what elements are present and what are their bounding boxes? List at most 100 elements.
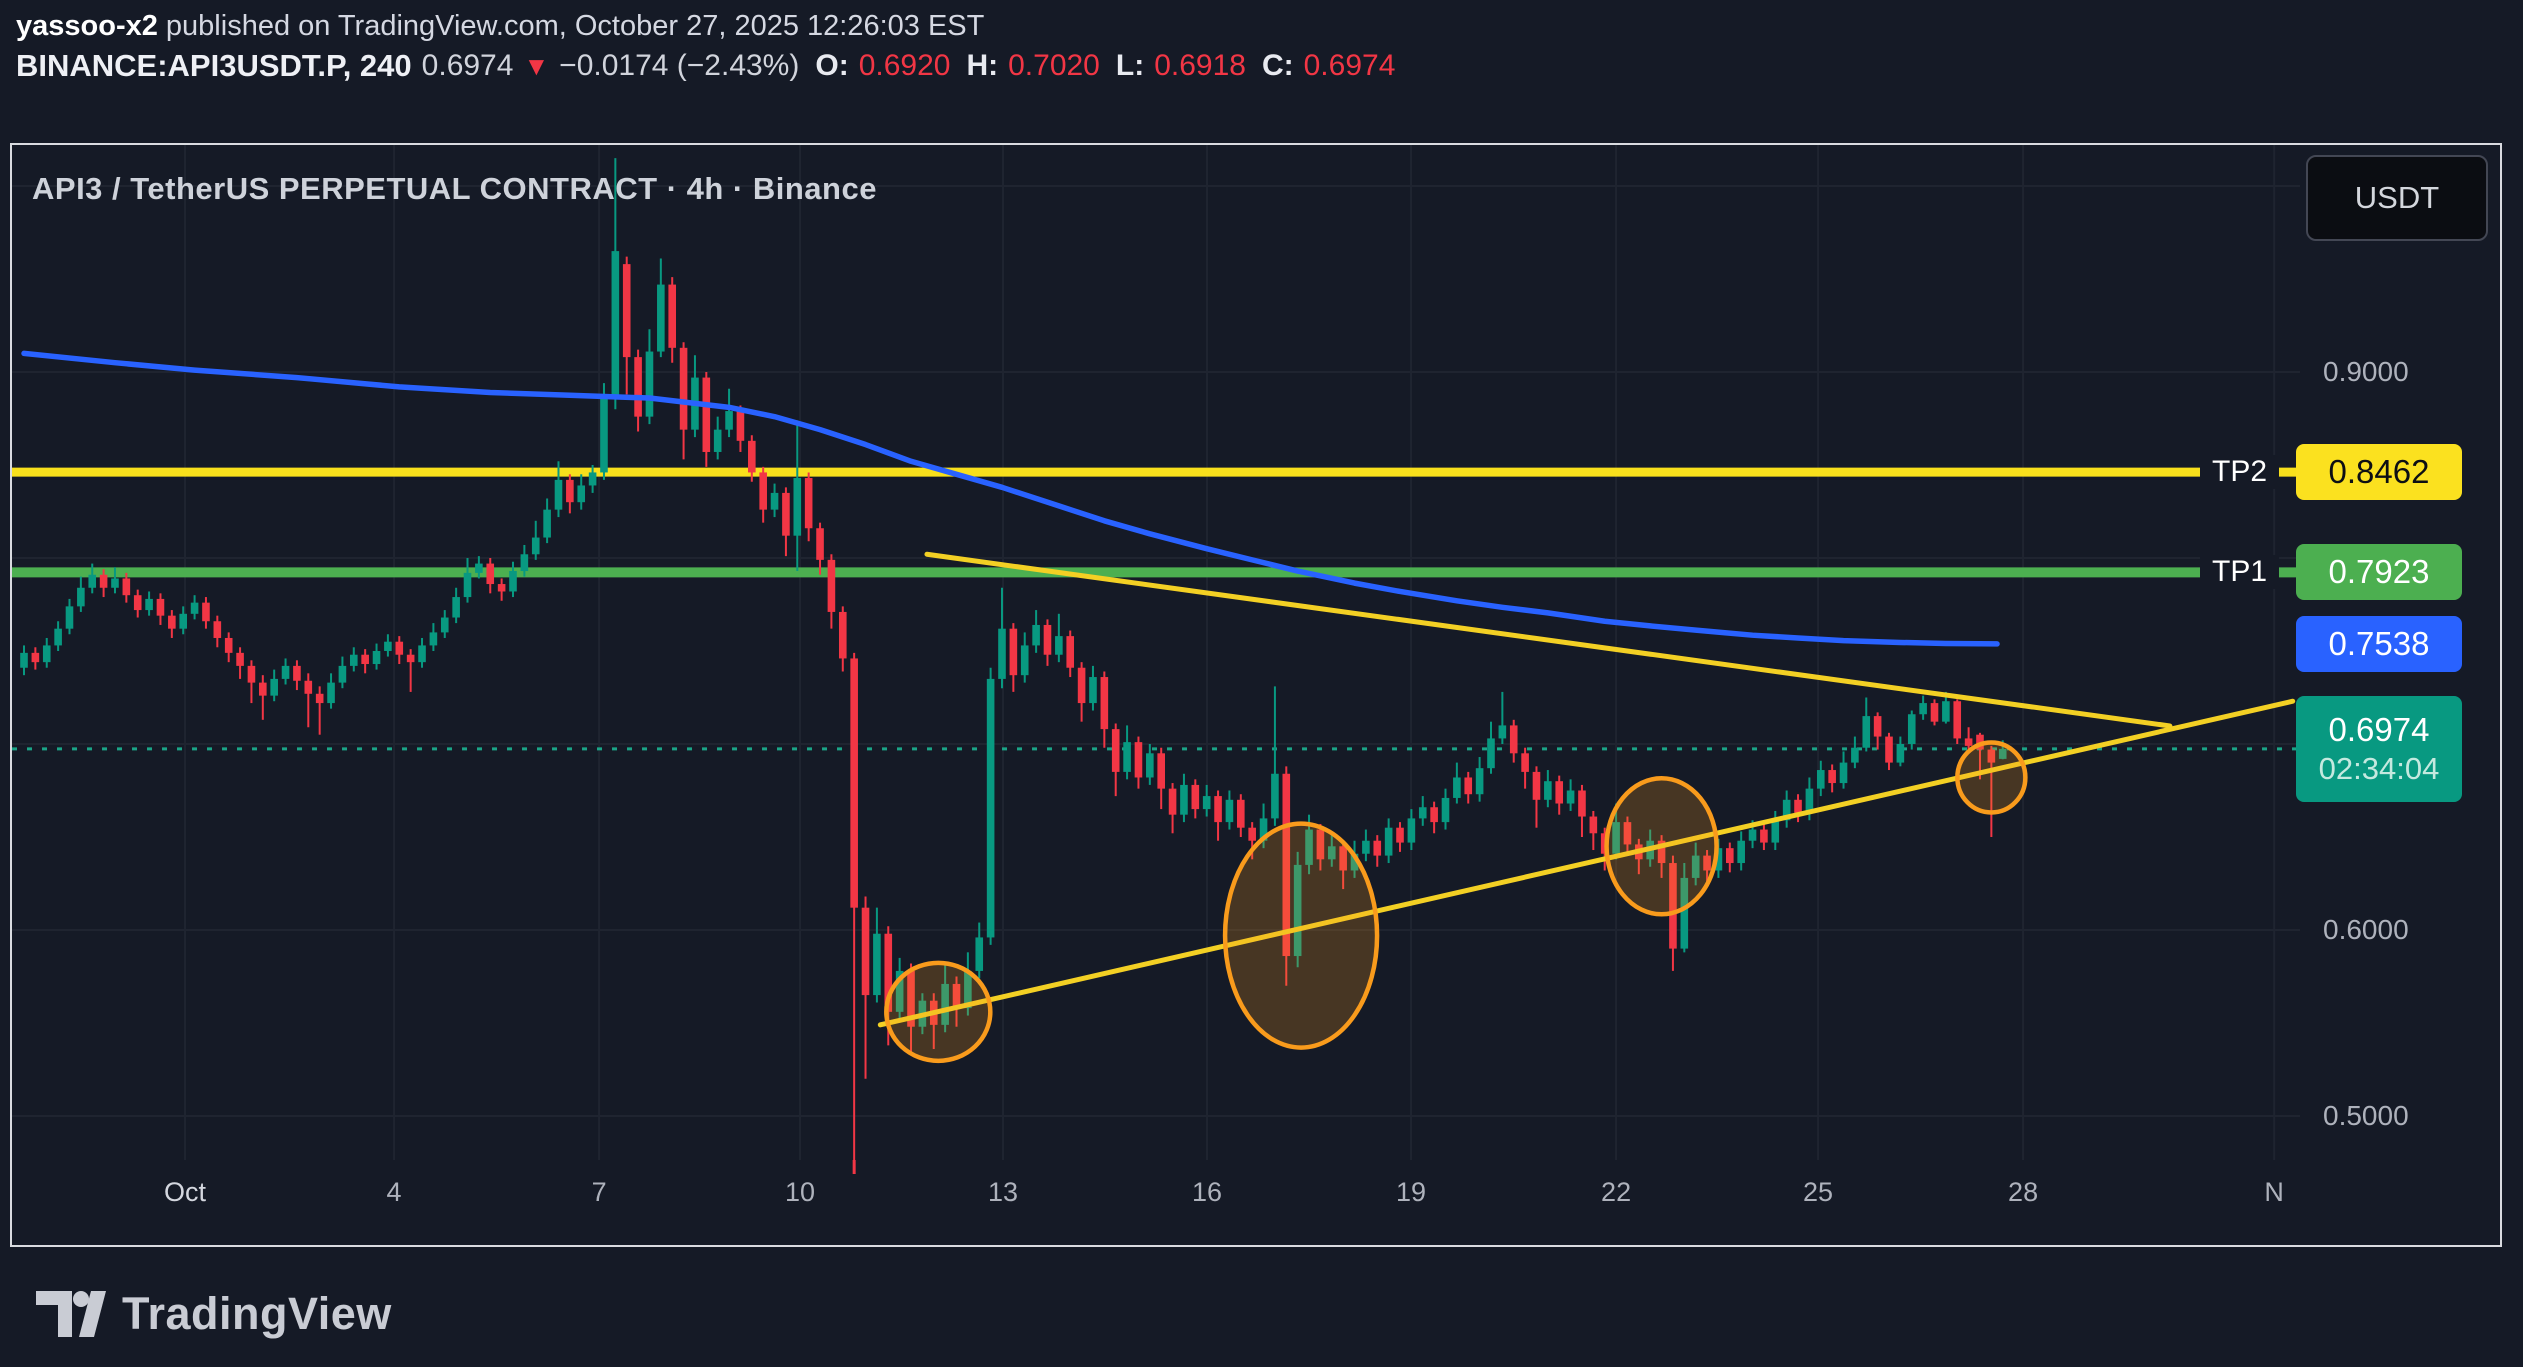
candle-body [1202, 796, 1211, 810]
candle-body [1998, 748, 2007, 759]
candle-body [952, 983, 961, 1009]
descending-resistance-trendline[interactable] [924, 551, 2173, 729]
byline: yassoo-x2 published on TradingView.com, … [16, 10, 984, 43]
candle-body [145, 598, 153, 611]
candle-body [1691, 855, 1700, 878]
candle-body [1146, 753, 1154, 778]
candle-body [349, 654, 358, 666]
ascending-support-trendline[interactable] [877, 698, 2296, 1028]
bar-countdown: 02:34:04 [2318, 750, 2440, 786]
candle-body [202, 602, 210, 622]
candle-body [827, 559, 836, 612]
byline-text: published on TradingView.com, October 27… [157, 10, 985, 42]
candle-body [838, 611, 847, 659]
tp2-line-label[interactable]: TP2 [2200, 455, 2280, 490]
time-tick-label: 7 [591, 1177, 607, 1207]
candle-body [429, 632, 438, 646]
tradingview-logo-icon [36, 1291, 106, 1337]
ma-line[interactable] [21, 350, 2000, 647]
candle-body [1123, 742, 1131, 772]
candle-body [1373, 840, 1382, 856]
candle-body [1612, 822, 1620, 854]
candle-body [566, 479, 574, 503]
ma-price-badge: 0.7538 [2296, 615, 2462, 672]
candle-body [1362, 840, 1370, 854]
candle-body [452, 597, 460, 618]
chart-pane[interactable] [12, 145, 2500, 1245]
price-tick-label: 0.5000 [2323, 1100, 2409, 1131]
candle-body [1089, 677, 1097, 704]
badge-price: 0.7538 [2328, 624, 2430, 662]
highlight-circle-touch-1[interactable] [884, 960, 993, 1064]
candle-body [1987, 749, 1996, 763]
price-tick-label: 0.9000 [2323, 356, 2409, 387]
highlight-circle-touch-4[interactable] [1955, 740, 2028, 815]
candle-body [1737, 840, 1745, 864]
candle-body [179, 613, 188, 629]
candle-body [1885, 736, 1893, 763]
candle-body [816, 528, 824, 560]
candle-body [1794, 799, 1802, 813]
candle-body [600, 398, 608, 473]
tradingview-logo[interactable]: TradingView [36, 1288, 392, 1340]
candle-body [554, 479, 563, 510]
open-label: O: [815, 49, 849, 82]
candle-body [236, 652, 244, 666]
candle-body [1544, 781, 1552, 800]
candle-body [1816, 770, 1825, 789]
candle-body [907, 970, 915, 1027]
candle-body [1055, 636, 1063, 655]
highlight-circle-touch-2[interactable] [1222, 821, 1380, 1050]
candle-body [1418, 807, 1427, 819]
candle-body [213, 621, 222, 638]
candle-body [759, 472, 767, 510]
candle-body [1805, 788, 1814, 813]
highlight-circle-touch-3[interactable] [1604, 776, 1719, 917]
candle-body [509, 571, 517, 592]
chart-container[interactable]: API3 / TetherUS PERPETUAL CONTRACT · 4h … [10, 143, 2502, 1247]
candle-body [793, 478, 802, 536]
candle-body [1407, 818, 1416, 843]
candle-body [418, 645, 426, 663]
time-tick-label: 10 [784, 1177, 816, 1207]
candle-body [1669, 863, 1677, 949]
tradingview-logo-text: TradingView [122, 1288, 392, 1339]
candle-body [1851, 747, 1859, 763]
candle-body [327, 682, 335, 704]
close-value: 0.6974 [1303, 49, 1396, 82]
symbol-status-line: BINANCE:API3USDT.P, 240 0.6974 ▼ −0.0174… [16, 48, 1395, 84]
candle-body [770, 492, 779, 510]
candle-body [224, 637, 233, 653]
currency-toggle-button[interactable]: USDT [2306, 155, 2488, 241]
candle-body [884, 933, 893, 1012]
candle-body [861, 907, 870, 996]
candle-body [1384, 827, 1393, 856]
chart-watermark-title: API3 / TetherUS PERPETUAL CONTRACT · 4h … [32, 171, 877, 206]
candle-body [281, 665, 290, 679]
candle-body [406, 654, 415, 663]
candle-body [1180, 784, 1188, 815]
price-change: −0.0174 (−2.43%) [559, 49, 800, 82]
candle-body [1032, 624, 1040, 646]
candle-body [1726, 848, 1734, 864]
candle-body [1907, 714, 1916, 744]
candle-body [668, 284, 677, 348]
candle-body [338, 665, 347, 683]
candle-body [31, 652, 40, 663]
candle-body [1453, 777, 1461, 798]
candle-body [1225, 799, 1234, 823]
time-scale[interactable] [12, 1160, 2300, 1245]
candle-body [361, 654, 369, 665]
tp1-line-label[interactable]: TP1 [2200, 555, 2280, 590]
candle-body [1350, 853, 1359, 871]
candle-body [111, 578, 119, 588]
candle-body [634, 357, 642, 417]
candle-body [1509, 725, 1518, 754]
candle-body [736, 411, 745, 441]
candle-body [941, 983, 949, 1025]
candle-body [440, 617, 449, 633]
time-tick-label: Oct [164, 1177, 207, 1207]
candle-body [65, 606, 74, 629]
time-tick-label: 4 [386, 1177, 402, 1207]
candle-body [1657, 840, 1666, 864]
